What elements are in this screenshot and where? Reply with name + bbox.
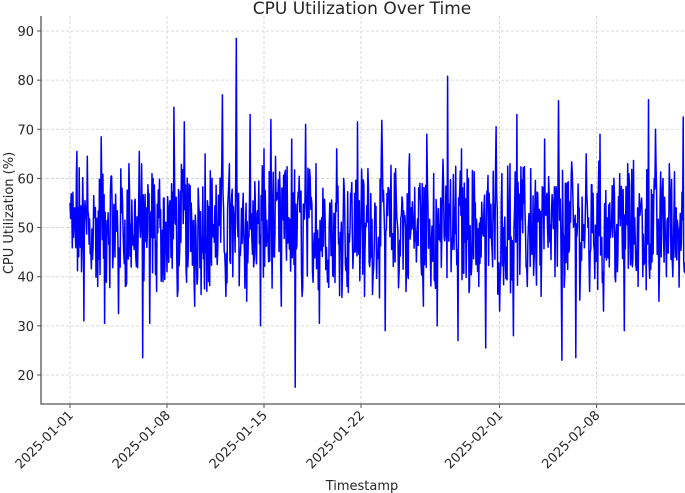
- axes: [40, 16, 685, 405]
- x-tick-label: 2025-01-08: [110, 408, 174, 472]
- y-axis-ticks: 20 30 40 50 60 70 80 90: [17, 25, 41, 384]
- grid-lines: [41, 16, 685, 404]
- cpu-series-line: [69, 37, 685, 389]
- y-tick-label: 70: [17, 123, 34, 138]
- y-tick-label: 40: [17, 271, 34, 286]
- chart-title: CPU Utilization Over Time: [253, 0, 471, 19]
- x-tick-label: 2025-01-15: [207, 408, 271, 472]
- x-axis-label: Timestamp: [325, 479, 399, 493]
- y-tick-label: 20: [17, 369, 34, 384]
- y-tick-label: 30: [17, 320, 34, 335]
- cpu-utilization-line: [69, 37, 685, 389]
- x-tick-label: 2025-01-01: [13, 408, 77, 472]
- x-tick-label: 2025-02-08: [539, 408, 603, 472]
- y-tick-label: 90: [17, 25, 34, 40]
- x-tick-label: 2025-01-22: [304, 408, 368, 472]
- y-tick-label: 60: [17, 172, 34, 187]
- x-axis-ticks: 2025-01-01 2025-01-08 2025-01-15 2025-01-22…: [13, 404, 603, 472]
- y-tick-label: 80: [17, 74, 34, 89]
- x-tick-label: 2025-02-01: [442, 408, 506, 472]
- y-tick-label: 50: [17, 222, 34, 237]
- y-axis-label: CPU Utilization (%): [2, 152, 17, 274]
